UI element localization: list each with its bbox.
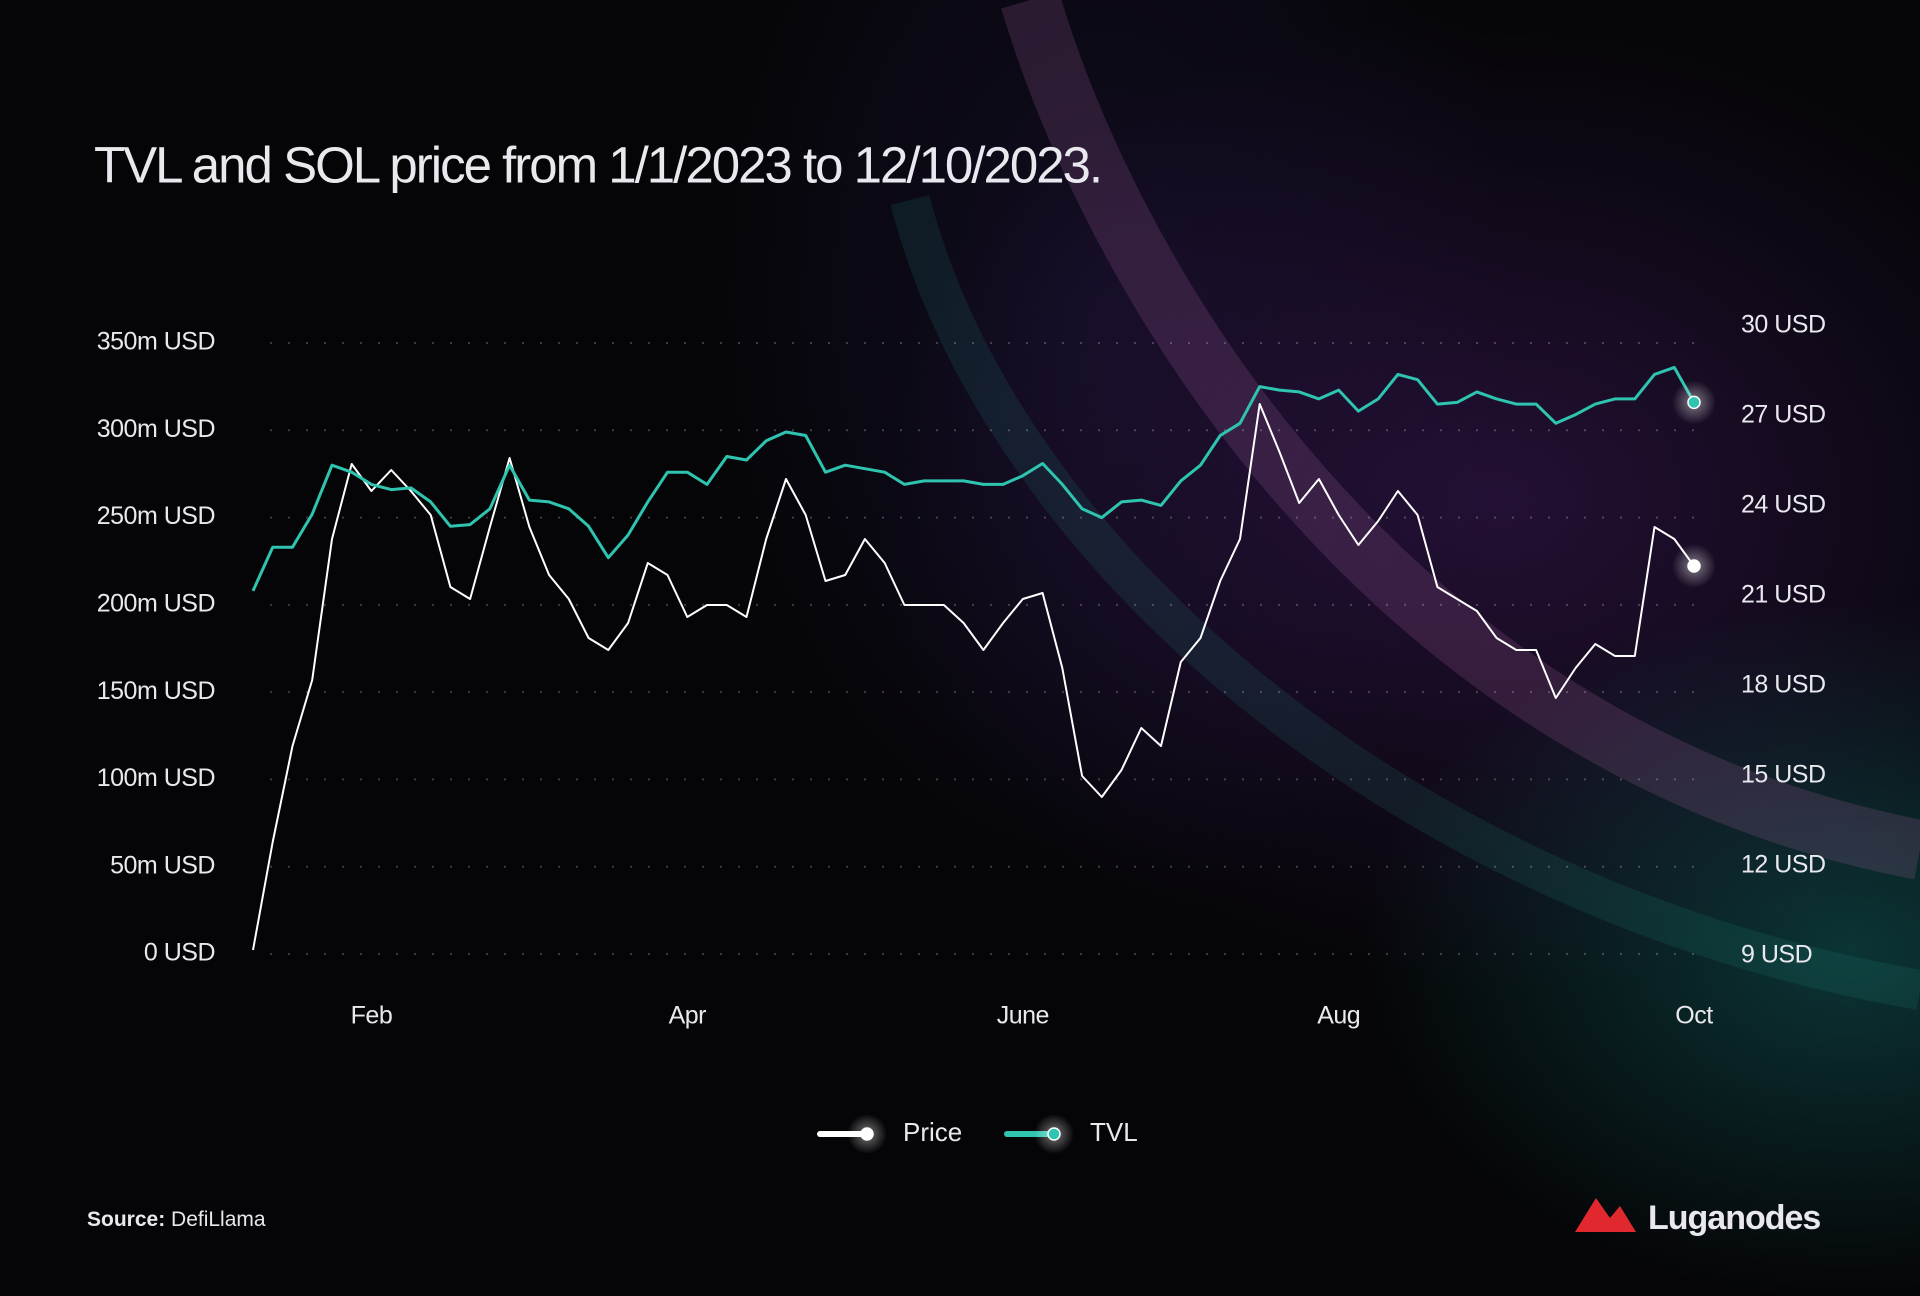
y2-tick-label: 9 USD xyxy=(1741,941,1812,969)
y2-tick-label: 18 USD xyxy=(1741,671,1826,699)
y2-tick-label: 24 USD xyxy=(1741,491,1826,519)
y-tick-label: 300m USD xyxy=(97,415,215,443)
y-tick-label: 350m USD xyxy=(97,328,215,356)
legend-label: Price xyxy=(903,1117,962,1147)
x-tick-label: June xyxy=(997,1002,1049,1030)
y2-tick-label: 12 USD xyxy=(1741,851,1826,879)
source-name: DefiLlama xyxy=(171,1208,266,1231)
end-point xyxy=(1687,559,1701,573)
x-tick-label: Feb xyxy=(351,1002,393,1030)
y-tick-label: 150m USD xyxy=(97,677,215,705)
chart-title: TVL and SOL price from 1/1/2023 to 12/10… xyxy=(94,136,1101,193)
y-tick-label: 200m USD xyxy=(97,589,215,617)
line-series xyxy=(251,365,1696,592)
y-tick-label: 50m USD xyxy=(110,851,215,879)
decor-arc xyxy=(890,195,1920,1010)
legend-dot xyxy=(1047,1127,1061,1141)
x-tick-label: Aug xyxy=(1317,1002,1360,1030)
source-label: Source: xyxy=(87,1208,165,1231)
brand: Luganodes xyxy=(1648,1199,1820,1237)
legend: Price TVL xyxy=(817,1114,1138,1154)
source: Source: DefiLlama xyxy=(87,1208,266,1231)
y2-tick-label: 27 USD xyxy=(1741,401,1826,429)
legend-label: TVL xyxy=(1090,1117,1138,1147)
line-series xyxy=(252,403,1695,951)
x-tick-label: Apr xyxy=(669,1002,707,1030)
end-point xyxy=(1687,395,1701,410)
y-tick-label: 100m USD xyxy=(97,764,215,792)
y2-tick-label: 21 USD xyxy=(1741,581,1826,609)
x-tick-label: Oct xyxy=(1675,1002,1713,1030)
y2-tick-label: 30 USD xyxy=(1741,311,1826,339)
y2-tick-label: 15 USD xyxy=(1741,761,1826,789)
decor-arc xyxy=(1001,0,1920,880)
y-tick-label: 250m USD xyxy=(97,502,215,530)
plot: 0 USD 50m USD 100m USD 150m USD 200m USD 250m… xyxy=(97,311,1826,1030)
legend-dot xyxy=(860,1127,874,1141)
y-tick-label: 0 USD xyxy=(144,939,215,967)
brand-logo xyxy=(1575,1198,1636,1232)
